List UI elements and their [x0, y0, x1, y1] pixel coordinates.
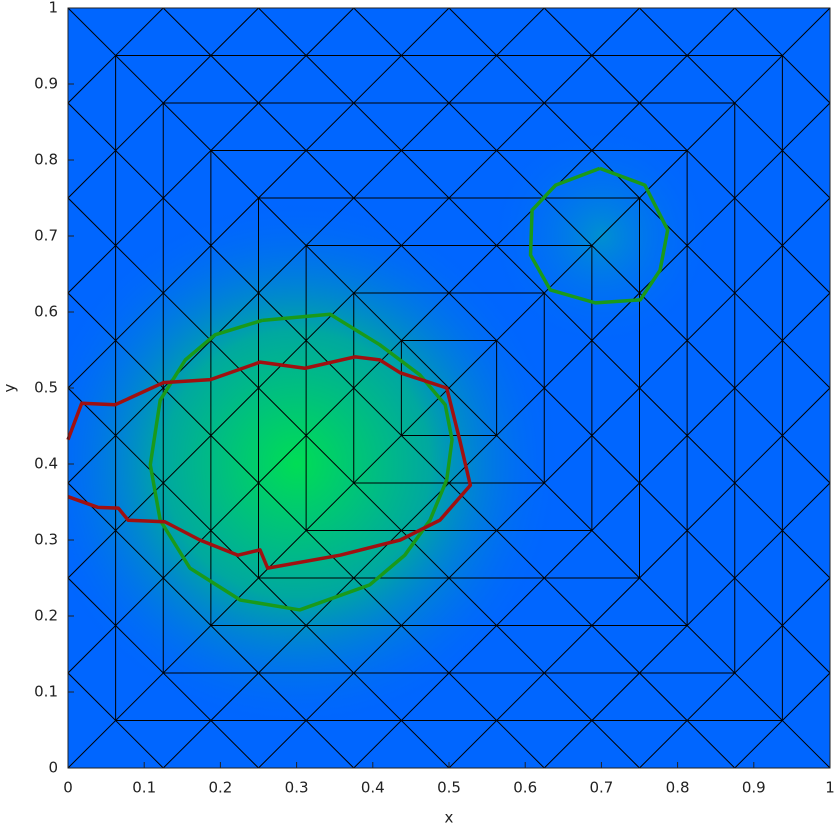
y-tick-label: 0.9 — [34, 75, 58, 93]
mesh-diagonal — [68, 8, 355, 294]
contours — [66, 166, 670, 612]
mesh-diagonal — [162, 102, 830, 768]
mesh-diagonal — [68, 8, 259, 199]
contour-line — [528, 166, 670, 305]
mesh-diagonal — [68, 8, 545, 484]
mesh-diagonal — [68, 387, 450, 768]
mesh-diagonal — [448, 387, 830, 768]
y-tick-label: 0.1 — [34, 683, 58, 701]
y-tick-label: 0.2 — [34, 607, 58, 625]
y-tick-label: 0 — [48, 759, 58, 777]
x-axis-label: x — [445, 809, 454, 827]
mesh-diagonal — [68, 8, 830, 768]
y-tick-label: 0.7 — [34, 227, 58, 245]
x-tick-label: 0.7 — [589, 779, 613, 797]
mesh-diagonal — [543, 8, 830, 294]
mesh-diagonal — [829, 767, 830, 768]
x-tick-label: 0.1 — [132, 779, 156, 797]
x-tick-label: 0.3 — [285, 779, 309, 797]
x-tick-label: 0.2 — [208, 779, 232, 797]
y-tick-label: 0.4 — [34, 455, 58, 473]
mesh-diagonal — [829, 8, 830, 9]
y-tick-label: 0.6 — [34, 303, 58, 321]
mesh-diagonal — [68, 577, 259, 768]
mesh-square — [305, 245, 593, 531]
y-tick-label: 0.8 — [34, 151, 58, 169]
mesh-diagonal — [543, 482, 830, 768]
y-axis-label: y — [1, 383, 19, 392]
mesh-diagonal — [68, 482, 355, 768]
mesh-diagonal — [353, 292, 830, 768]
mesh-diagonal — [448, 8, 830, 389]
mesh-diagonal — [639, 577, 830, 768]
contour-line — [66, 355, 473, 570]
x-tick-label: 0.4 — [361, 779, 385, 797]
mesh-square — [210, 150, 688, 626]
y-tick-label: 0.3 — [34, 531, 58, 549]
y-tick-label: 1 — [48, 0, 58, 17]
mesh-diagonal — [68, 8, 736, 674]
x-tick-label: 0.6 — [513, 779, 537, 797]
x-tick-label: 0.5 — [437, 779, 461, 797]
x-tick-label: 0 — [63, 779, 73, 797]
x-tick-label: 0.9 — [742, 779, 766, 797]
mesh-diagonal — [68, 8, 450, 389]
mesh — [68, 8, 830, 768]
mesh-square — [400, 340, 498, 436]
contour-line — [148, 312, 454, 612]
x-tick-label: 1 — [825, 779, 835, 797]
mesh-diagonal — [258, 197, 830, 768]
mesh-diagonal — [639, 8, 830, 199]
mesh-diagonal — [68, 8, 640, 579]
x-tick-label: 0.8 — [666, 779, 690, 797]
y-tick-label: 0.5 — [34, 379, 58, 397]
mesh-square — [115, 55, 783, 721]
